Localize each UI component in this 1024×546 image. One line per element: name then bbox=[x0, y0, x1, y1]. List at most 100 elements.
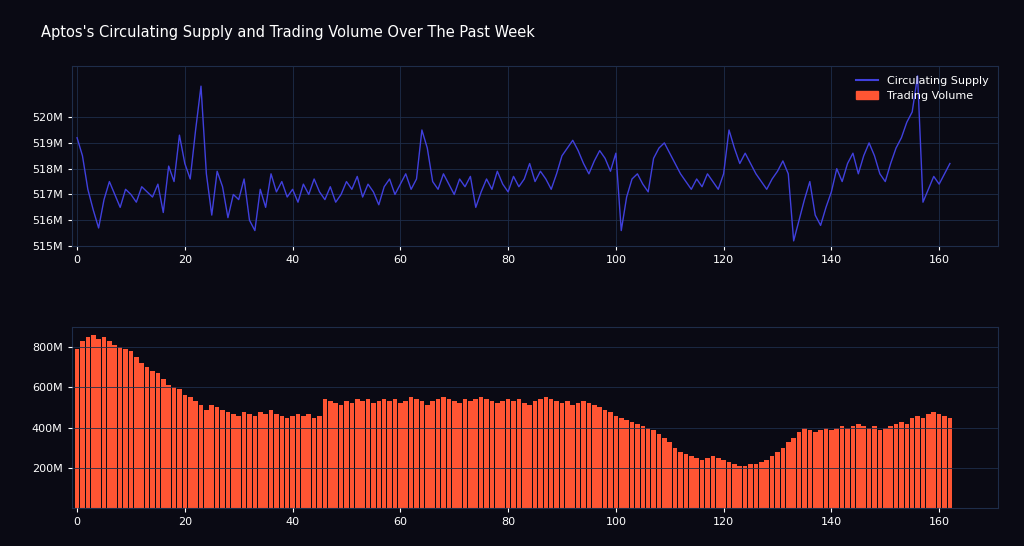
Bar bbox=[156, 373, 160, 508]
Bar bbox=[231, 413, 236, 508]
Bar bbox=[678, 452, 683, 508]
Bar bbox=[942, 416, 947, 508]
Bar bbox=[544, 397, 548, 508]
Bar bbox=[856, 424, 860, 508]
Bar bbox=[721, 460, 726, 508]
Bar bbox=[851, 425, 855, 508]
Bar bbox=[840, 425, 845, 508]
Bar bbox=[635, 424, 640, 508]
Bar bbox=[575, 403, 581, 508]
Bar bbox=[495, 403, 500, 508]
Bar bbox=[899, 422, 904, 508]
Bar bbox=[630, 422, 634, 508]
Bar bbox=[237, 416, 241, 508]
Bar bbox=[118, 347, 123, 508]
Bar bbox=[253, 416, 257, 508]
Bar bbox=[317, 416, 322, 508]
Bar bbox=[371, 403, 376, 508]
Bar bbox=[210, 406, 214, 508]
Bar bbox=[177, 389, 181, 508]
Bar bbox=[161, 379, 166, 508]
Bar bbox=[166, 385, 171, 508]
Bar bbox=[194, 401, 198, 508]
Bar bbox=[689, 455, 693, 508]
Bar bbox=[458, 403, 462, 508]
Bar bbox=[894, 424, 898, 508]
Bar bbox=[640, 425, 645, 508]
Bar bbox=[775, 452, 780, 508]
Bar bbox=[387, 401, 392, 508]
Bar bbox=[290, 416, 295, 508]
Bar bbox=[603, 410, 607, 508]
Bar bbox=[749, 464, 753, 508]
Bar bbox=[823, 428, 828, 508]
Bar bbox=[220, 410, 225, 508]
Bar bbox=[225, 412, 230, 508]
Bar bbox=[334, 403, 338, 508]
Bar bbox=[75, 349, 79, 508]
Bar bbox=[878, 430, 882, 508]
Bar bbox=[716, 458, 721, 508]
Bar bbox=[706, 458, 710, 508]
Bar bbox=[296, 413, 300, 508]
Bar bbox=[570, 406, 575, 508]
Bar bbox=[694, 458, 699, 508]
Bar bbox=[420, 401, 424, 508]
Bar bbox=[866, 428, 871, 508]
Bar bbox=[668, 442, 672, 508]
Bar bbox=[684, 454, 688, 508]
Bar bbox=[86, 337, 90, 508]
Bar bbox=[711, 455, 715, 508]
Bar bbox=[366, 400, 371, 508]
Bar bbox=[274, 413, 279, 508]
Bar bbox=[765, 460, 769, 508]
Bar bbox=[780, 448, 785, 508]
Bar bbox=[101, 337, 106, 508]
Bar bbox=[889, 425, 893, 508]
Bar bbox=[754, 464, 758, 508]
Bar bbox=[134, 357, 138, 508]
Bar bbox=[409, 397, 414, 508]
Bar bbox=[699, 460, 705, 508]
Bar bbox=[80, 341, 85, 508]
Bar bbox=[587, 403, 591, 508]
Bar bbox=[172, 388, 176, 508]
Bar bbox=[108, 341, 112, 508]
Bar bbox=[328, 401, 333, 508]
Bar bbox=[415, 400, 419, 508]
Bar bbox=[872, 425, 877, 508]
Bar bbox=[904, 424, 909, 508]
Bar bbox=[113, 345, 117, 508]
Bar bbox=[360, 401, 365, 508]
Bar bbox=[398, 403, 402, 508]
Bar bbox=[926, 413, 931, 508]
Bar bbox=[479, 397, 483, 508]
Bar bbox=[441, 397, 445, 508]
Bar bbox=[797, 431, 802, 508]
Legend: Circulating Supply, Trading Volume: Circulating Supply, Trading Volume bbox=[851, 71, 993, 105]
Bar bbox=[144, 367, 150, 508]
Bar bbox=[663, 437, 667, 508]
Bar bbox=[597, 407, 602, 508]
Bar bbox=[247, 413, 252, 508]
Bar bbox=[468, 401, 473, 508]
Bar bbox=[613, 416, 618, 508]
Bar bbox=[91, 335, 95, 508]
Bar bbox=[818, 430, 823, 508]
Bar bbox=[301, 416, 305, 508]
Bar bbox=[737, 466, 742, 508]
Bar bbox=[786, 442, 791, 508]
Bar bbox=[802, 428, 807, 508]
Bar bbox=[403, 401, 408, 508]
Bar bbox=[910, 418, 914, 508]
Bar bbox=[188, 397, 193, 508]
Bar bbox=[123, 349, 128, 508]
Text: Aptos's Circulating Supply and Trading Volume Over The Past Week: Aptos's Circulating Supply and Trading V… bbox=[41, 25, 535, 39]
Bar bbox=[392, 400, 397, 508]
Bar bbox=[446, 400, 452, 508]
Bar bbox=[549, 400, 554, 508]
Bar bbox=[532, 401, 538, 508]
Bar bbox=[151, 371, 155, 508]
Bar bbox=[915, 416, 920, 508]
Bar bbox=[242, 412, 247, 508]
